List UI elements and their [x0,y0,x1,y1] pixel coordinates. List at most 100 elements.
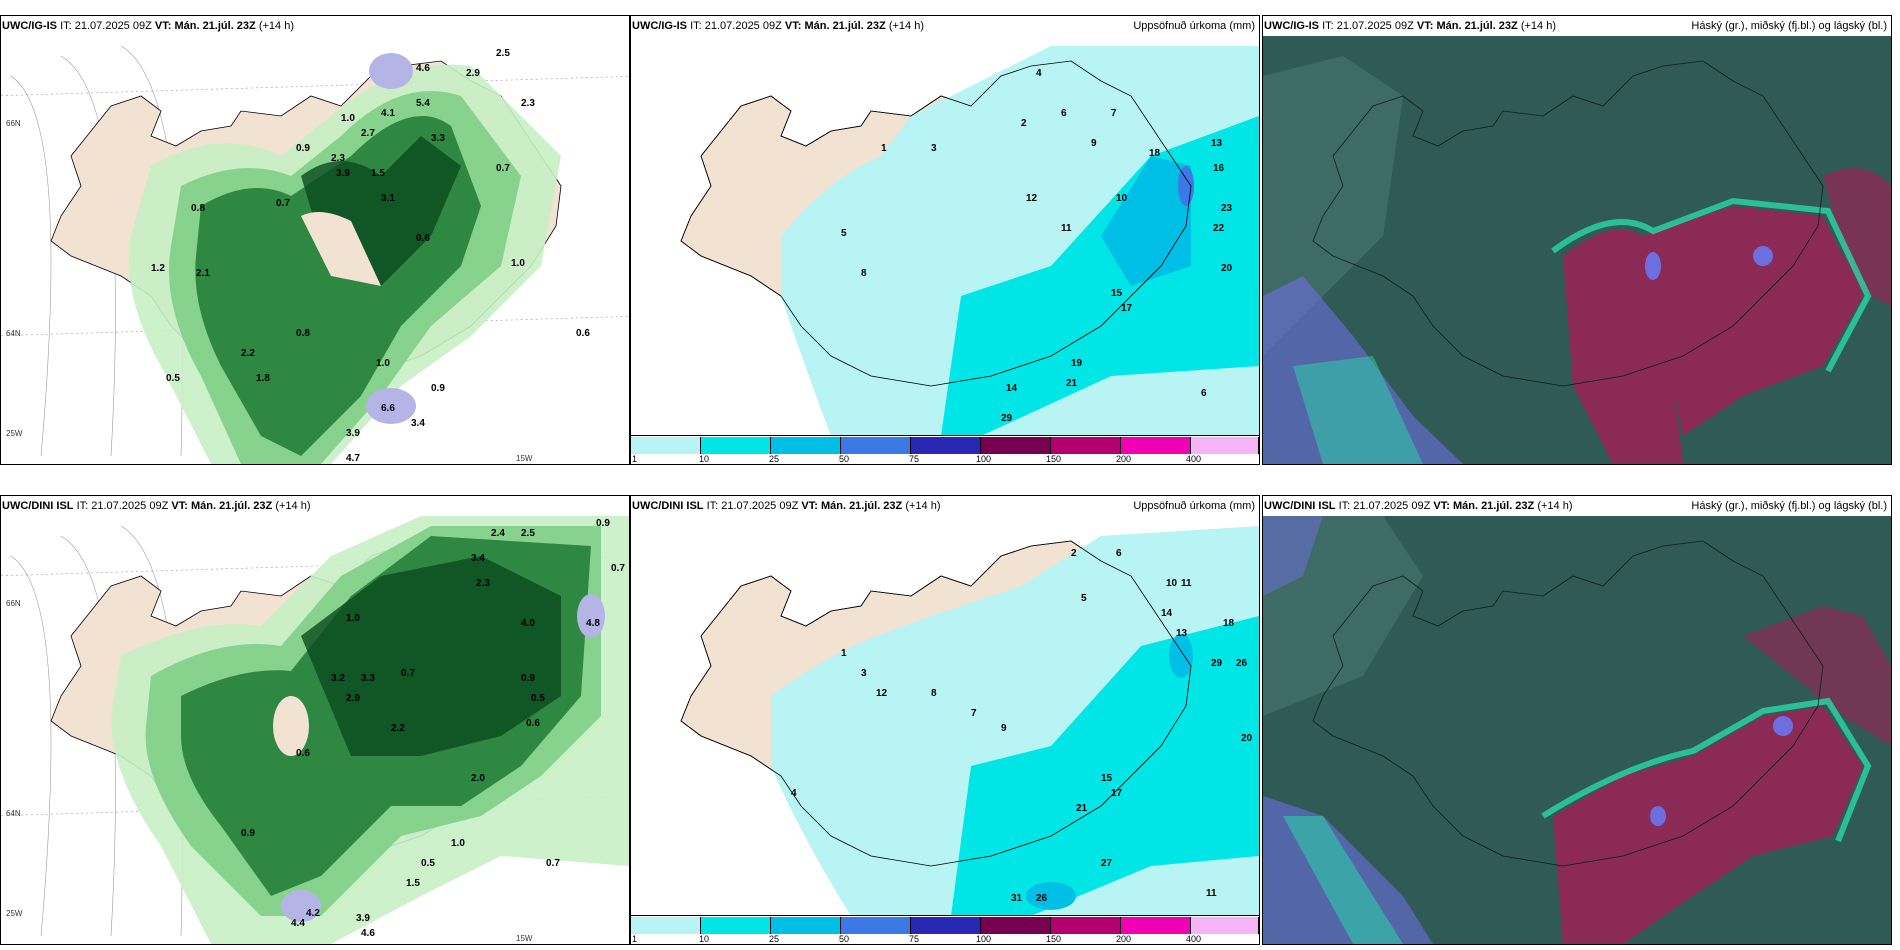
svg-text:20: 20 [1221,263,1233,274]
svg-text:14: 14 [1161,608,1173,619]
svg-text:0.7: 0.7 [276,198,290,209]
precip-values: 4.6 2.9 2.5 5.4 3.3 2.3 1.0 4.1 2.7 0.9 … [151,48,590,464]
svg-text:2.0: 2.0 [471,773,485,784]
svg-text:11: 11 [1206,888,1217,899]
accum-map-top[interactable]: 4 2 6 7 5 9 1 3 18 13 16 23 22 20 10 12 … [631,36,1259,436]
svg-text:2.9: 2.9 [466,68,480,79]
accum-panel-top: UWC/IG-IS IT: 21.07.2025 09Z VT: Mán. 21… [630,15,1260,465]
svg-text:9: 9 [1001,723,1007,734]
svg-text:13: 13 [1211,138,1223,149]
svg-text:5: 5 [841,228,847,239]
svg-text:8: 8 [861,268,867,279]
svg-text:3.9: 3.9 [336,168,350,179]
svg-text:0.6: 0.6 [576,328,590,339]
svg-text:4.8: 4.8 [586,618,600,629]
svg-text:1: 1 [841,648,847,659]
svg-text:0.5: 0.5 [531,693,545,704]
svg-text:0.9: 0.9 [431,383,445,394]
precip-panel-top: UWC/IG-IS IT: 21.07.2025 09Z VT: Mán. 21… [0,15,630,465]
svg-text:15: 15 [1111,288,1123,299]
svg-text:0.6: 0.6 [296,748,310,759]
svg-text:13: 13 [1176,628,1188,639]
svg-text:8: 8 [931,688,937,699]
svg-text:2: 2 [1021,118,1027,129]
svg-text:0.7: 0.7 [546,858,560,869]
svg-text:25W: 25W [6,429,23,438]
svg-text:7: 7 [1111,108,1117,119]
precip-map-bottom[interactable]: 2.4 2.5 0.9 3.4 2.3 0.7 4.0 4.8 1.0 3.2 … [1,516,629,944]
svg-text:4.6: 4.6 [416,63,430,74]
svg-text:4.7: 4.7 [346,453,360,464]
svg-text:21: 21 [1066,378,1078,389]
svg-text:4.1: 4.1 [381,108,395,119]
panel-title: UWC/DINI ISL IT: 21.07.2025 09Z VT: Mán.… [2,500,311,512]
svg-text:2.7: 2.7 [361,128,375,139]
svg-text:4: 4 [791,788,797,799]
svg-text:0.6: 0.6 [526,718,540,729]
svg-text:31: 31 [1011,893,1023,904]
svg-text:3: 3 [861,668,867,679]
svg-text:64N: 64N [6,329,21,338]
svg-text:3.9: 3.9 [356,913,370,924]
svg-text:3.4: 3.4 [471,553,485,564]
svg-text:0.6: 0.6 [416,233,430,244]
svg-text:5: 5 [1081,593,1087,604]
accum-values: 4 2 6 7 5 9 1 3 18 13 16 23 22 20 10 12 … [841,68,1233,424]
svg-text:4.2: 4.2 [306,908,320,919]
cloud-map-top[interactable] [1263,36,1891,464]
svg-text:3.4: 3.4 [411,418,425,429]
svg-text:25W: 25W [6,909,23,918]
svg-text:10: 10 [1166,578,1178,589]
svg-text:0.8: 0.8 [296,328,310,339]
panel-field: Uppsöfnuð úrkoma (mm) [1133,20,1255,32]
svg-text:0.7: 0.7 [401,668,415,679]
svg-text:15W: 15W [516,454,533,463]
panel-title: UWC/IG-IS IT: 21.07.2025 09Z VT: Mán. 21… [1264,20,1556,32]
svg-text:2.4: 2.4 [491,528,505,539]
svg-text:6: 6 [1116,548,1122,559]
precip-values: 2.4 2.5 0.9 3.4 2.3 0.7 4.0 4.8 1.0 3.2 … [241,518,625,939]
svg-text:66N: 66N [6,599,21,608]
svg-text:1.5: 1.5 [371,168,385,179]
cloud-panel-top: UWC/IG-IS IT: 21.07.2025 09Z VT: Mán. 21… [1262,15,1892,465]
svg-text:1.0: 1.0 [451,838,465,849]
svg-text:26: 26 [1036,893,1048,904]
svg-text:2.3: 2.3 [476,578,490,589]
accum-map-bottom[interactable]: 2 6 5 10 11 18 14 13 26 29 12 8 7 9 15 1… [631,516,1259,916]
panel-title: UWC/DINI ISL IT: 21.07.2025 09Z VT: Mán.… [1264,500,1573,512]
svg-text:1.5: 1.5 [406,878,420,889]
svg-text:29: 29 [1001,413,1013,424]
accum-legend-bottom: 1 10 25 50 75 100 150 200 400 [631,915,1259,944]
svg-text:20: 20 [1241,733,1253,744]
svg-text:26: 26 [1236,658,1248,669]
precip-field [111,516,629,944]
svg-text:2.2: 2.2 [241,348,255,359]
accum-legend-top: 1 10 25 50 75 100 150 200 400 [631,435,1259,464]
svg-text:7: 7 [971,708,977,719]
svg-text:1: 1 [881,143,887,154]
svg-text:9: 9 [1091,138,1097,149]
cloud-panel-bottom: UWC/DINI ISL IT: 21.07.2025 09Z VT: Mán.… [1262,495,1892,945]
panel-field: Uppsöfnuð úrkoma (mm) [1133,500,1255,512]
svg-text:19: 19 [1071,358,1083,369]
cloud-map-bottom[interactable] [1263,516,1891,944]
svg-text:6: 6 [1061,108,1067,119]
panel-title: UWC/IG-IS IT: 21.07.2025 09Z VT: Mán. 21… [632,20,924,32]
svg-text:2.2: 2.2 [391,723,405,734]
svg-text:4: 4 [1036,68,1042,79]
svg-text:3.2: 3.2 [331,673,345,684]
svg-text:0.5: 0.5 [166,373,180,384]
svg-text:0.7: 0.7 [611,563,625,574]
svg-text:11: 11 [1061,223,1072,234]
svg-text:2.1: 2.1 [196,268,210,279]
precip-field [129,53,561,464]
svg-text:3.9: 3.9 [346,428,360,439]
svg-text:18: 18 [1223,618,1235,629]
svg-text:1.0: 1.0 [346,613,360,624]
svg-text:66N: 66N [6,119,21,128]
svg-text:12: 12 [1026,193,1038,204]
svg-text:22: 22 [1213,223,1225,234]
svg-text:2.9: 2.9 [346,693,360,704]
precip-map-top[interactable]: 4.6 2.9 2.5 5.4 3.3 2.3 1.0 4.1 2.7 0.9 … [1,36,629,464]
svg-text:29: 29 [1211,658,1223,669]
